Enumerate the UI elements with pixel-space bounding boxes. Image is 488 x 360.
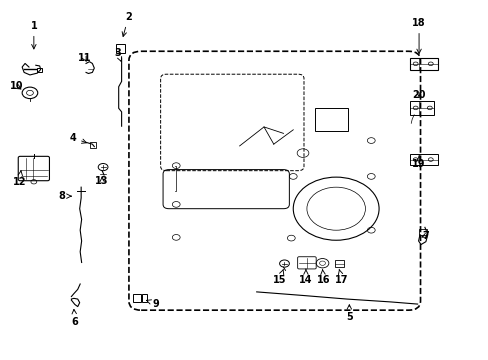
Bar: [409, 101, 433, 115]
Text: 3: 3: [114, 48, 122, 62]
Bar: [315, 108, 347, 131]
Text: 7: 7: [421, 231, 428, 240]
Text: 8: 8: [58, 191, 71, 201]
Bar: [418, 229, 427, 234]
Bar: [116, 44, 124, 53]
Text: 17: 17: [335, 269, 348, 285]
Text: 12: 12: [13, 171, 26, 187]
Bar: [409, 154, 437, 165]
Text: 4: 4: [69, 133, 86, 143]
Bar: [90, 142, 96, 148]
Bar: [142, 294, 147, 302]
Text: 11: 11: [78, 53, 91, 63]
Bar: [334, 260, 343, 267]
Text: 2: 2: [122, 12, 132, 36]
Bar: [37, 68, 41, 72]
Text: 10: 10: [10, 81, 23, 91]
Bar: [133, 294, 141, 302]
Text: 9: 9: [146, 299, 159, 309]
Bar: [409, 58, 437, 69]
Text: 1: 1: [30, 21, 37, 49]
Text: 16: 16: [316, 269, 329, 285]
Text: 13: 13: [95, 176, 109, 186]
Text: 5: 5: [345, 305, 352, 322]
Text: 18: 18: [411, 18, 425, 54]
Text: 20: 20: [411, 90, 425, 100]
Text: 6: 6: [71, 309, 78, 327]
Text: 14: 14: [299, 269, 312, 285]
Text: 15: 15: [272, 269, 286, 285]
Text: 19: 19: [411, 156, 425, 169]
